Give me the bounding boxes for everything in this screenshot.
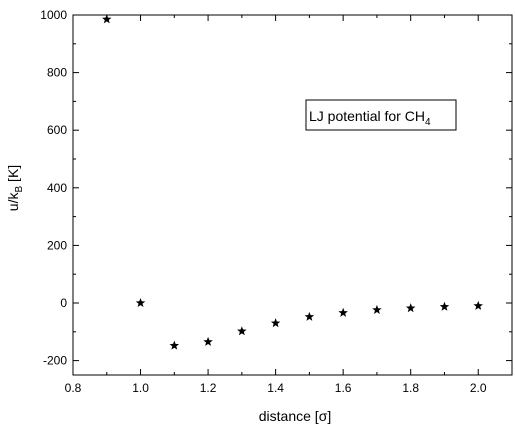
x-tick-label: 1.8 (402, 381, 419, 395)
x-axis-label: distance [σ] (259, 408, 331, 424)
legend-text-subscript: 4 (425, 117, 431, 128)
legend-text-main: LJ potential for CH (309, 108, 425, 124)
data-point-star (372, 304, 382, 314)
y-tick-label: 600 (47, 123, 67, 137)
data-point-star (203, 336, 213, 346)
y-axis-label-subscript: B (14, 186, 25, 193)
data-point-star (304, 311, 315, 321)
x-tick-label: 0.8 (65, 381, 82, 395)
y-tick-label: 800 (47, 66, 67, 80)
x-tick-label: 1.0 (132, 381, 149, 395)
legend-border (305, 99, 457, 131)
legend-box: LJ potential for CH4 (305, 99, 457, 131)
data-point-star (270, 318, 281, 328)
y-axis-label-unit: [K] (5, 165, 21, 186)
y-tick-label: 400 (47, 181, 67, 195)
data-point-star (338, 307, 348, 317)
data-point-star (135, 298, 146, 308)
x-tick-label: 1.4 (267, 381, 284, 395)
y-tick-label: 1000 (40, 8, 67, 22)
y-axis-label: u/kB [K] (5, 165, 25, 211)
axis-ticks (72, 14, 512, 375)
plot-area-border (72, 14, 513, 376)
data-point-star (237, 326, 247, 336)
data-point-star (405, 303, 416, 313)
y-tick-label: 200 (47, 238, 67, 252)
data-markers (102, 14, 483, 350)
axis-tick-labels: 0.8 1.0 1.2 1.4 1.6 1.8 2.0 -200 0 200 400 600 800 10… (40, 8, 487, 395)
y-axis-label-main: u/k (5, 192, 21, 212)
plot-frame (72, 14, 513, 376)
x-tick-label: 1.2 (200, 381, 217, 395)
y-tick-label: 0 (60, 296, 67, 310)
x-tick-label: 2.0 (470, 381, 487, 395)
data-point-star (473, 300, 483, 310)
data-point-star (102, 14, 112, 24)
data-point-star (439, 301, 450, 311)
y-tick-label: -200 (43, 354, 67, 368)
legend-text: LJ potential for CH4 (309, 108, 431, 128)
data-point-star (169, 340, 180, 350)
x-tick-label: 1.6 (335, 381, 352, 395)
